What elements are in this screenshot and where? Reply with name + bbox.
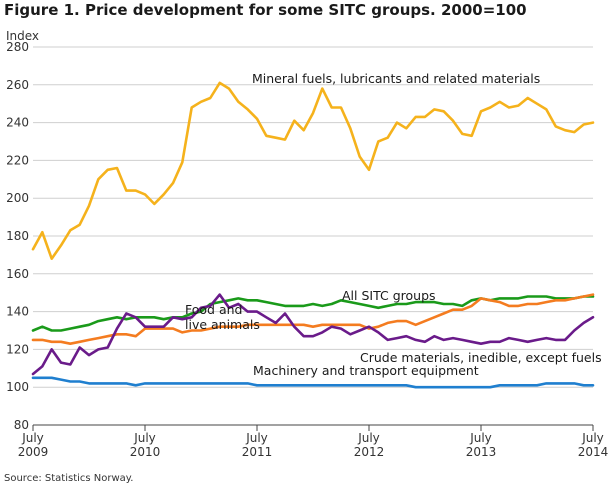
series-label-1: All SITC groups [342, 288, 436, 303]
y-tick-label: 160 [6, 267, 29, 281]
series-line-4 [31, 376, 595, 389]
y-tick-label: 220 [6, 153, 29, 167]
y-tick-label: 140 [6, 305, 29, 319]
series-label-0: Mineral fuels, lubricants and related ma… [252, 71, 540, 86]
gridlines [33, 46, 593, 388]
y-tick-label: 260 [6, 78, 29, 92]
y-tick-label: 80 [14, 418, 29, 432]
series-label-3: Crude materials, inedible, except fuels [360, 350, 602, 365]
series-line-3 [31, 293, 595, 376]
x-tick-year: 2014 [578, 445, 609, 459]
series-annotations: Mineral fuels, lubricants and related ma… [185, 71, 602, 378]
x-tick-month: July [245, 431, 268, 445]
x-tick-month: July [357, 431, 380, 445]
x-tick-month: July [469, 431, 492, 445]
axes: 80100120140160180200220240260280July2009… [6, 40, 608, 459]
x-tick-year: 2010 [130, 445, 161, 459]
series-line-2 [31, 293, 595, 345]
line-chart: Index 80 100 120 140 160 180 200 220 240 260 280 Ju… [6, 29, 608, 459]
y-tick-label: 100 [6, 380, 29, 394]
x-tick-month: July [21, 431, 44, 445]
y-tick-label: 280 [6, 40, 29, 54]
x-tick-month: July [133, 431, 156, 445]
series-label-4: Machinery and transport equipment [253, 363, 479, 378]
series-line-1 [31, 295, 595, 332]
series-line-0 [31, 81, 595, 260]
series-lines [31, 81, 595, 389]
y-tick-label: 180 [6, 229, 29, 243]
chart-source: Source: Statistics Norway. [4, 473, 134, 484]
y-tick-label: 200 [6, 191, 29, 205]
series-label-2: live animals [185, 317, 260, 332]
x-tick-year: 2013 [466, 445, 497, 459]
x-tick-month: July [581, 431, 604, 445]
y-axis-label: Index [6, 29, 39, 43]
chart-title: Figure 1. Price development for some SIT… [4, 1, 527, 19]
x-tick-year: 2011 [242, 445, 273, 459]
y-tick-label: 120 [6, 342, 29, 356]
x-tick-year: 2012 [354, 445, 385, 459]
y-tick-label: 240 [6, 116, 29, 130]
x-tick-year: 2009 [18, 445, 49, 459]
series-label-2: Food and [185, 302, 242, 317]
